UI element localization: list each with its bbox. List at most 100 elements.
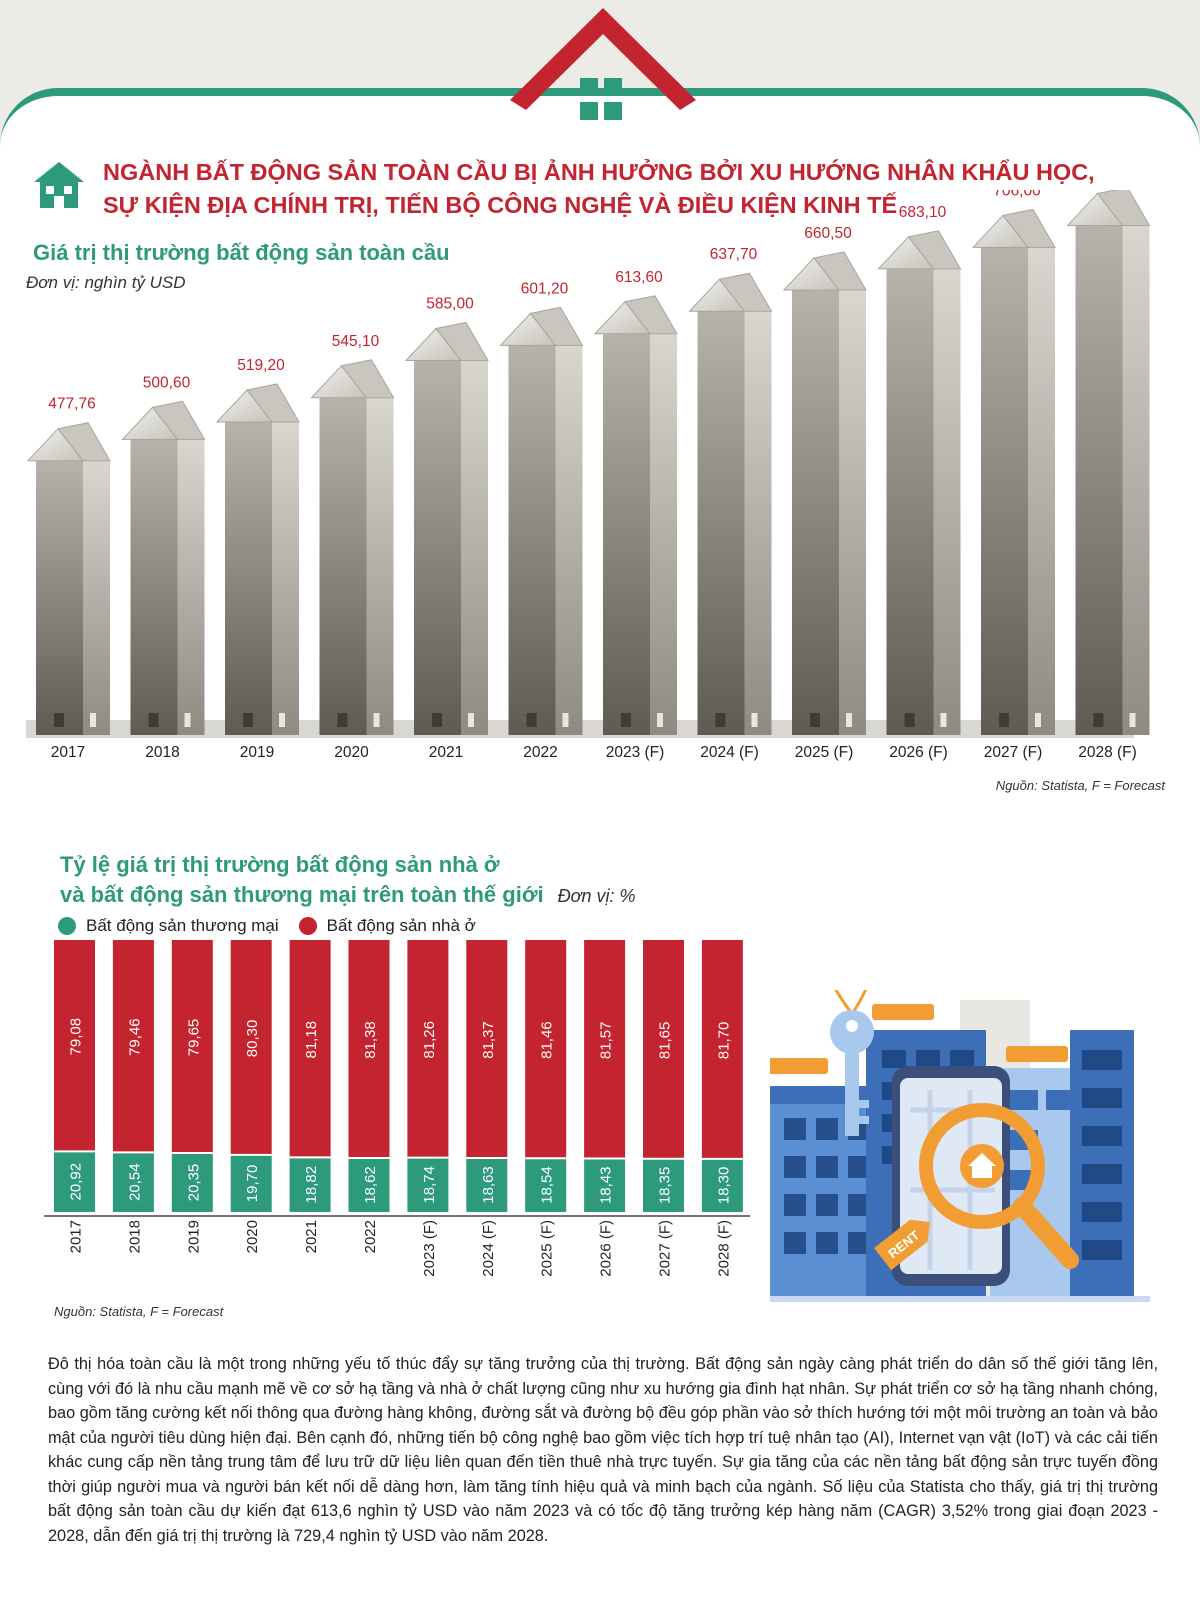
bar-window (846, 713, 852, 727)
chart1-value-label: 545,10 (332, 333, 380, 350)
chart1-category-label: 2024 (F) (700, 744, 759, 761)
residential-value-label: 81,38 (362, 1021, 379, 1059)
chart1-category-label: 2019 (240, 744, 274, 761)
window-pane (580, 102, 598, 120)
bar-front-wall (319, 397, 367, 735)
bar-door (715, 713, 726, 727)
bar-roof-side (151, 400, 206, 440)
residential-segment (584, 940, 626, 1159)
chart1-value-label: 706,00 (993, 190, 1041, 199)
chart1-category-label: 2028 (F) (1078, 744, 1137, 761)
residential-value-label: 81,70 (715, 1022, 732, 1060)
chart1-category-label: 2021 (429, 744, 463, 761)
bar-front-wall (981, 247, 1028, 735)
residential-segment (171, 940, 213, 1153)
residential-segment (466, 940, 508, 1158)
chart2-title-line-1: Tỷ lệ giá trị thị trường bất động sản nh… (60, 852, 500, 877)
residential-value-label: 81,46 (539, 1021, 556, 1059)
roof-shape (510, 8, 696, 110)
headline: NGÀNH BẤT ĐỘNG SẢN TOÀN CẦU BỊ ẢNH HƯỞNG… (103, 156, 1183, 222)
commercial-value-label: 18,74 (421, 1166, 438, 1204)
window-pane (580, 78, 598, 96)
chart1-bar (404, 321, 489, 735)
chart1-bar (971, 208, 1056, 735)
chart1-value-label: 660,50 (804, 225, 852, 242)
legend-swatch-residential (298, 917, 317, 935)
bar-window (373, 713, 380, 727)
legend-item-residential: Bất động sản nhà ở (298, 916, 476, 936)
bar-roof-side (907, 230, 962, 270)
residential-value-label: 81,57 (598, 1022, 615, 1060)
bar-window (90, 713, 96, 727)
commercial-value-label: 20,92 (68, 1163, 85, 1201)
bar-door (1093, 713, 1104, 727)
commercial-value-label: 18,30 (715, 1167, 732, 1205)
chart1-category-label: 2026 (F) (889, 744, 948, 761)
bar-window (1129, 713, 1136, 727)
bar-window (657, 713, 663, 727)
chart1-bar (688, 272, 773, 735)
chart2-category-label: 2022 (362, 1220, 379, 1253)
chart1-category-label: 2023 (F) (606, 744, 665, 761)
commercial-segment (230, 1154, 272, 1212)
commercial-value-label: 18,54 (539, 1166, 556, 1204)
chart2-legend: Bất động sản thương mại Bất động sản nhà… (58, 916, 496, 936)
chart1-category-label: 2022 (523, 744, 557, 761)
commercial-value-label: 18,43 (598, 1167, 615, 1205)
bar-door (810, 713, 820, 727)
bar-door (904, 713, 915, 727)
commercial-segment (407, 1157, 449, 1212)
bar-window (184, 713, 191, 727)
chart1-bar (26, 422, 111, 735)
chart2-category-label: 2028 (F) (715, 1220, 732, 1277)
bar-front-wall (36, 460, 83, 735)
chart1-bar (1066, 190, 1151, 735)
chart1-value-label: 601,20 (521, 280, 569, 297)
residential-value-label: 79,08 (68, 1018, 85, 1056)
commercial-segment (112, 1152, 154, 1212)
chart2-category-label: 2020 (244, 1220, 261, 1253)
commercial-segment (171, 1152, 213, 1212)
chart1-value-label: 637,70 (710, 246, 758, 263)
chart1-value-label: 519,20 (237, 357, 285, 374)
rating-badge (872, 1004, 934, 1020)
commercial-segment (525, 1158, 567, 1212)
bar-front-wall (603, 333, 650, 735)
bar-roof-side (718, 272, 773, 312)
bar-front-wall (792, 289, 839, 735)
chart1-category-label: 2027 (F) (984, 744, 1043, 761)
bar-side-wall (1122, 225, 1150, 735)
chart1-category-label: 2017 (51, 744, 85, 761)
commercial-value-label: 18,35 (657, 1167, 674, 1205)
chart2-category-label: 2025 (F) (539, 1220, 556, 1277)
chart1-value-label: 585,00 (426, 295, 474, 312)
commercial-segment (701, 1158, 743, 1212)
bar-roof-side (813, 251, 867, 291)
residential-value-label: 79,46 (126, 1018, 143, 1056)
commercial-segment (584, 1158, 626, 1212)
chart1-category-label: 2025 (F) (795, 744, 854, 761)
commercial-value-label: 18,62 (362, 1166, 379, 1204)
commercial-segment (54, 1151, 95, 1212)
bar-door (621, 713, 631, 727)
residential-value-label: 81,26 (421, 1021, 438, 1059)
chart1-source: Nguồn: Statista, F = Forecast (996, 778, 1167, 793)
bar-side-wall (933, 268, 961, 735)
residential-value-label: 80,30 (244, 1020, 261, 1058)
rental-search-illustration: RENT (770, 990, 1150, 1302)
chart1-bar (877, 230, 962, 735)
bar-door (148, 713, 159, 727)
residential-value-label: 81,65 (657, 1022, 674, 1060)
chart1-value-label: 613,60 (615, 269, 663, 286)
rating-badge (1006, 1046, 1068, 1062)
headline-line-2: SỰ KIỆN ĐỊA CHÍNH TRỊ, TIẾN BỘ CÔNG NGHỆ… (103, 192, 898, 218)
chart1-value-label: 683,10 (899, 204, 947, 221)
commercial-value-label: 20,35 (185, 1164, 202, 1202)
chart1-category-label: 2018 (145, 744, 179, 761)
residential-value-label: 79,65 (185, 1019, 202, 1057)
bar-roof-side (246, 383, 300, 423)
bar-side-wall (650, 333, 677, 735)
bar-front-wall (130, 439, 178, 735)
legend-label-commercial: Bất động sản thương mại (86, 916, 279, 935)
